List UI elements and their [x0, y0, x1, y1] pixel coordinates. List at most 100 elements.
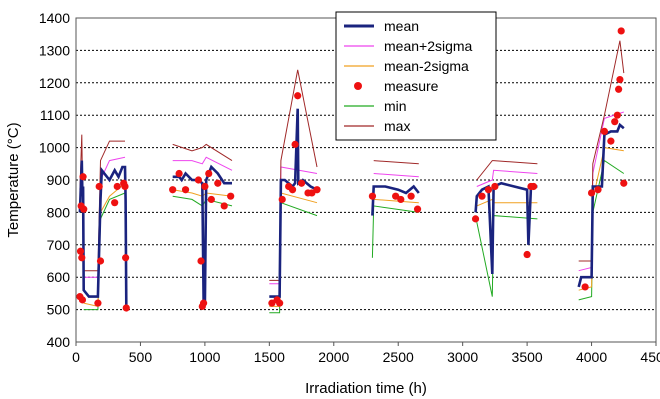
series-line-mean-2sigma [172, 156, 233, 171]
series-mean-2sigma [83, 147, 624, 308]
measure-point [201, 182, 209, 191]
measure-point [181, 186, 190, 194]
x-tick-label: 3000 [447, 349, 478, 365]
series-line-max [269, 69, 318, 281]
measure-point [471, 215, 480, 223]
y-tick-label: 500 [47, 302, 71, 318]
y-tick-label: 800 [47, 204, 71, 220]
measure-point [205, 169, 213, 178]
measure-point [594, 186, 602, 194]
measure-point [214, 179, 222, 187]
measure-point [617, 27, 625, 35]
measure-point [268, 299, 276, 307]
legend-label-max: max [384, 118, 410, 134]
series-line-max [172, 143, 233, 162]
measure-point [313, 186, 321, 194]
series-line-mean-2sigma [373, 198, 419, 204]
measure-point [615, 85, 623, 93]
y-tick-label: 900 [47, 172, 71, 188]
measure-point [197, 257, 205, 265]
measure-point [220, 202, 228, 210]
x-tick-label: 4000 [576, 349, 607, 365]
measure-point [194, 176, 203, 184]
y-tick-label: 1400 [39, 10, 70, 26]
measure-point [392, 192, 400, 200]
measure-point [491, 182, 499, 191]
measure-point [175, 169, 183, 178]
y-tick-label: 1300 [39, 42, 70, 58]
measure-point [484, 186, 493, 194]
x-tick-label: 4500 [640, 349, 660, 365]
y-tick-label: 1100 [40, 107, 70, 123]
series-min [83, 159, 625, 314]
measure-point [620, 179, 628, 187]
series-line-mean [172, 164, 232, 304]
measure-point [94, 299, 102, 307]
legend-label-min: min [384, 98, 407, 114]
legend-label-mean-2sigma: mean+2sigma [384, 38, 473, 54]
series-line-max [373, 160, 419, 165]
series-line-mean-2sigma [578, 111, 624, 272]
series-line-mean [78, 160, 128, 307]
measure-point [207, 195, 215, 204]
measure-point [278, 195, 286, 204]
series-max [79, 40, 625, 281]
legend-label-measure: measure [384, 78, 439, 94]
measure-point [200, 299, 208, 307]
measure-point [407, 192, 415, 200]
measure-point [523, 250, 531, 259]
measure-point [397, 195, 405, 204]
measure-point [613, 111, 621, 119]
measure-point [76, 247, 85, 255]
measure-point [276, 299, 284, 307]
y-tick-label: 700 [47, 237, 71, 253]
measure-point [587, 189, 596, 197]
y-tick-labels: 400 500 600 700 800 900 1000 1100 1200 1300 1400 [39, 10, 70, 350]
measure-point [95, 182, 103, 191]
series-line-max [476, 160, 538, 181]
measure-point [111, 199, 119, 207]
measure-point [368, 192, 377, 200]
series-line-mean [577, 122, 625, 288]
series-line-max [578, 40, 625, 262]
y-tick-label: 1200 [39, 75, 70, 91]
measure-point [413, 205, 422, 213]
x-tick-label: 2500 [383, 349, 414, 365]
x-axis-label: Irradiation time (h) [305, 380, 427, 397]
measure-point [581, 283, 589, 291]
x-tick-labels: 0 500 1000 1500 2000 2500 3000 3500 4000 4500 [72, 342, 660, 365]
y-tick-label: 600 [47, 269, 71, 285]
series-line-mean-2sigma [476, 169, 538, 187]
y-tick-label: 1000 [39, 140, 70, 156]
legend-label-mean: mean [384, 18, 419, 34]
legend: mean mean+2sigma mean-2sigma measure min max [335, 11, 497, 141]
measure-point [288, 186, 297, 194]
series-line-mean-2sigma [373, 173, 419, 178]
measure-point [291, 140, 299, 148]
measure-point [227, 192, 235, 200]
series-line-mean [269, 108, 318, 298]
y-axis-label: Temperature (°C) [5, 122, 22, 237]
y-tick-label: 400 [47, 334, 71, 350]
measure-point [78, 296, 87, 304]
measure-point [478, 192, 486, 200]
measure-point [80, 205, 88, 213]
measure-point [600, 127, 609, 135]
x-tick-label: 500 [129, 349, 153, 365]
series-line-min [83, 192, 126, 311]
measure-point [616, 75, 624, 84]
measure-point [169, 186, 177, 194]
legend-label-mean-2sigma: mean-2sigma [384, 58, 469, 74]
measure-point [294, 92, 302, 100]
series-layer [76, 27, 628, 314]
measure-point [308, 189, 316, 197]
measure-point [529, 182, 538, 191]
measure-point [607, 137, 615, 145]
x-tick-label: 0 [72, 349, 80, 365]
x-tick-label: 2000 [318, 349, 349, 365]
x-tick-label: 1000 [189, 349, 220, 365]
legend-box [335, 11, 497, 141]
measure-point [113, 182, 121, 191]
series-line-mean [371, 184, 420, 216]
